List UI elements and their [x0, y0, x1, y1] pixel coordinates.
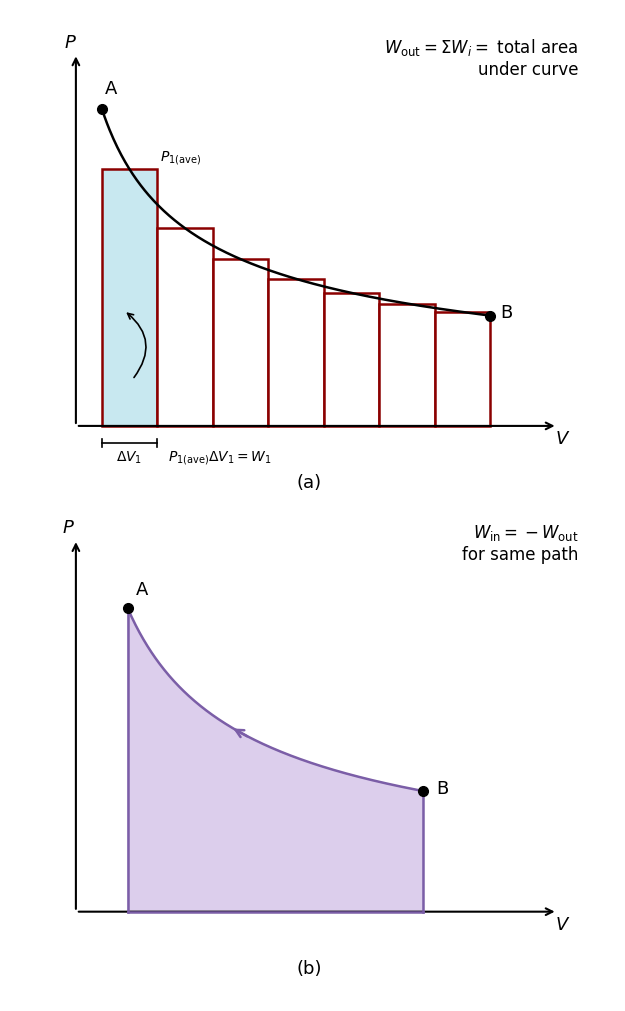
Text: $\Delta V_1$: $\Delta V_1$	[116, 449, 142, 465]
Text: $W_{\mathrm{in}} = -W_{\mathrm{out}}$
for same path: $W_{\mathrm{in}} = -W_{\mathrm{out}}$ fo…	[462, 523, 578, 563]
Bar	[268, 280, 324, 427]
Text: $V$: $V$	[555, 915, 571, 933]
Text: (b): (b)	[296, 959, 322, 978]
Text: B: B	[436, 778, 448, 797]
Text: $P_{1(\mathrm{ave})} \Delta V_1 = W_1$: $P_{1(\mathrm{ave})} \Delta V_1 = W_1$	[168, 449, 271, 467]
Text: (a): (a)	[296, 474, 321, 492]
Bar	[324, 293, 379, 427]
Bar	[158, 228, 212, 427]
Bar	[379, 304, 435, 427]
Text: $P$: $P$	[62, 519, 74, 537]
Text: $W_{\mathrm{out}} = \Sigma W_i =$ total area
under curve: $W_{\mathrm{out}} = \Sigma W_i =$ total …	[384, 37, 578, 79]
Bar	[213, 260, 268, 427]
Text: $P_{1(\mathrm{ave})}$: $P_{1(\mathrm{ave})}$	[160, 149, 201, 167]
Text: A: A	[136, 580, 148, 599]
Polygon shape	[127, 609, 423, 912]
Text: $P$: $P$	[64, 33, 77, 52]
Text: B: B	[501, 304, 512, 321]
Bar	[102, 170, 158, 427]
Text: A: A	[104, 80, 117, 97]
Bar	[435, 312, 490, 427]
Text: $V$: $V$	[555, 430, 571, 448]
